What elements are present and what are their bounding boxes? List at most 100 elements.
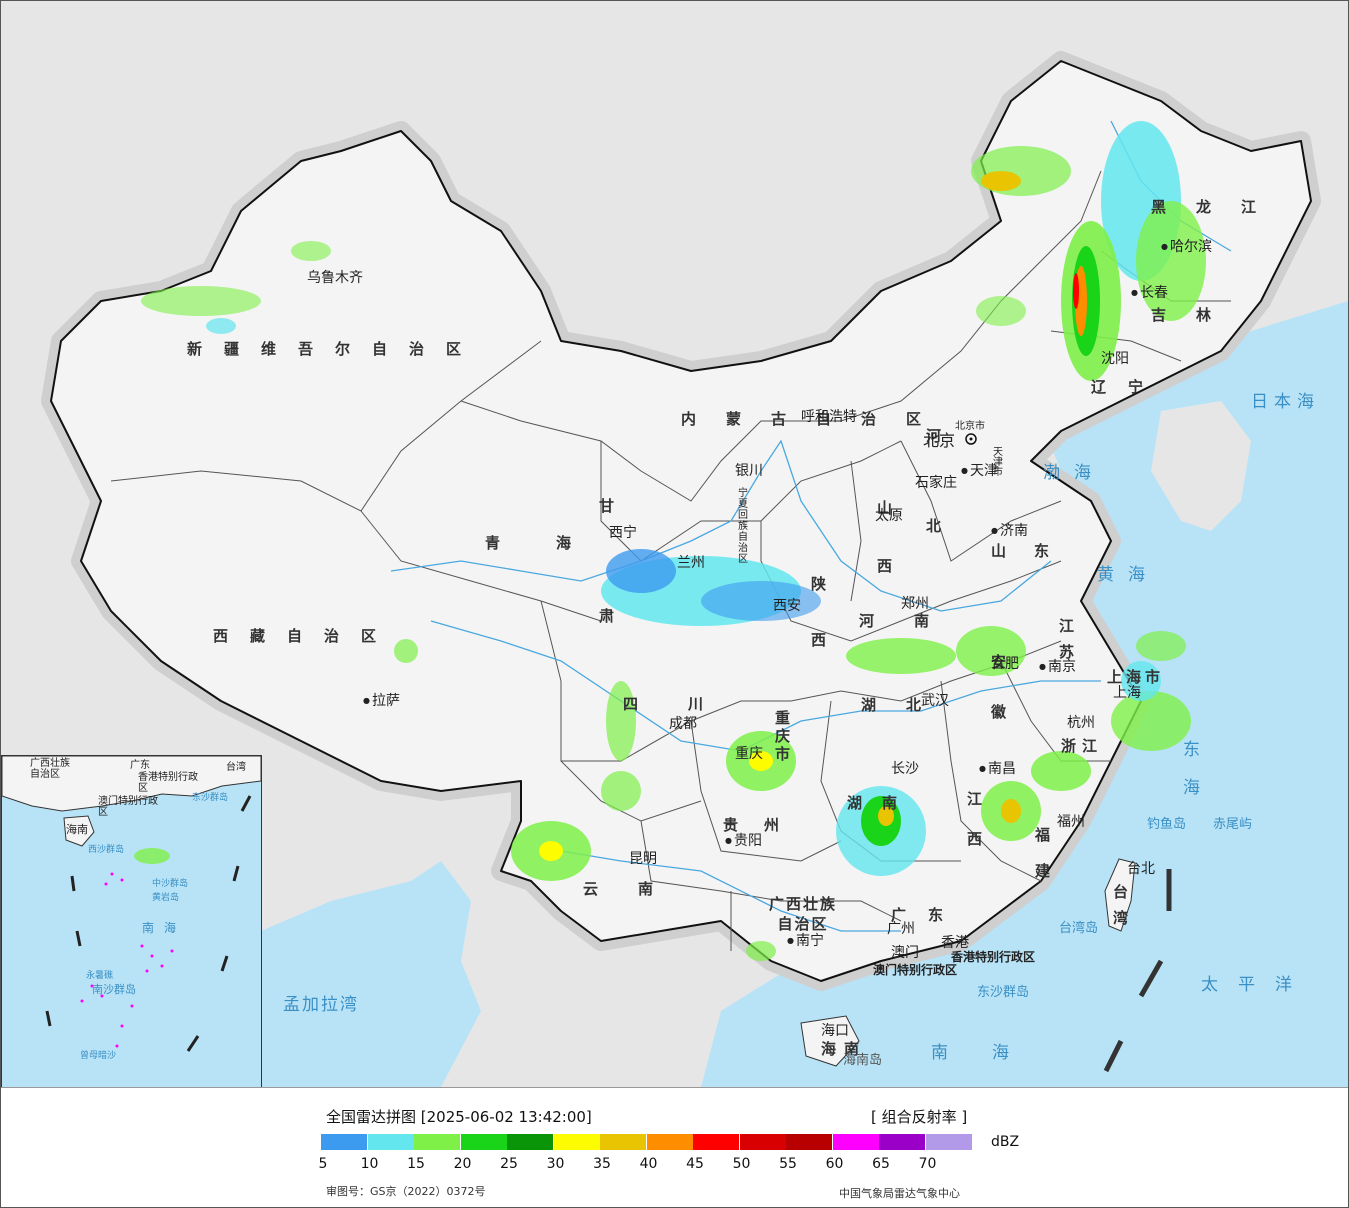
legend-panel: 全国雷达拼图 [2025-06-02 13:42:00] [ 组合反射率 ] d…: [1, 1087, 1348, 1207]
region-label-macau: 澳门特别行政区: [873, 963, 958, 977]
legend-tick-35: 35: [593, 1156, 611, 1172]
region-label-zhejiang: 浙江: [1061, 737, 1104, 755]
legend-color-10: [786, 1134, 832, 1150]
legend-color-5: [553, 1134, 600, 1150]
region-label-shandong: 山东: [991, 542, 1078, 560]
inset-canvas: [2, 756, 261, 1052]
region-label-hunan: 湖南: [847, 794, 918, 812]
sea-label-ribenhai: 日本海: [1251, 392, 1320, 412]
legend-tick-50: 50: [732, 1156, 751, 1172]
city-label-yinchuan: 银川: [735, 463, 763, 479]
taiwan-land: [1104, 858, 1136, 932]
inset-label-hainan: 海南: [66, 823, 88, 836]
region-label-guizhou: 贵州: [723, 816, 806, 834]
island-label-dongsha: 东沙群岛: [977, 985, 1030, 1000]
region-label-beijing: 北京市: [955, 421, 985, 432]
city-label-urumqi: 乌鲁木齐: [307, 270, 363, 286]
city-label-wuhan: 武汉: [921, 693, 949, 709]
legend-color-7: [646, 1134, 693, 1150]
china-radar-map: 新疆维吾尔自治区 西藏自治区 青海 甘肃 内蒙古自治区 黑龙江 吉林 辽宁 河北…: [1, 1, 1348, 1089]
region-label-jilin: 吉林: [1151, 306, 1242, 324]
city-label-guiyang: 贵阳: [725, 833, 762, 849]
review-number: 审图号：GS京（2022）0372号: [326, 1185, 486, 1198]
legend-tick-5: 5: [318, 1156, 328, 1172]
inset-label-guangxi: 广西壮族自治区: [30, 758, 70, 780]
city-label-lhasa: 拉萨: [363, 693, 400, 709]
legend-color-13: [925, 1134, 972, 1150]
region-label-shanghai: 上海市: [1107, 668, 1165, 686]
city-label-shanghai: 上海: [1113, 685, 1141, 701]
source-credit: 中国气象局雷达气象中心: [839, 1187, 960, 1200]
region-label-gansu: 甘肃: [599, 497, 615, 625]
region-label-shaanxi: 陕西: [811, 575, 827, 649]
region-label-fujian: 福建: [1035, 826, 1051, 880]
island-label-hainandao: 海南岛: [843, 1053, 883, 1068]
inset-label-nanhai: 南海: [142, 921, 187, 935]
legend-color-11: [832, 1134, 879, 1150]
city-label-changsha: 长沙: [891, 761, 919, 777]
region-label-anhui: 安徽: [991, 653, 1007, 721]
city-label-chengdu: 成都: [669, 716, 697, 732]
region-label-sichuan: 四川: [623, 695, 754, 713]
city-label-xian: 西安: [773, 598, 801, 614]
sea-label-taipingyang: 太平洋: [1201, 975, 1312, 995]
city-label-zhengzhou: 郑州: [901, 596, 929, 612]
inset-hainan: [63, 815, 95, 847]
region-label-jiangsu: 江苏: [1059, 617, 1075, 661]
city-label-aomen: 澳门: [891, 945, 919, 961]
legend-tick-10: 10: [360, 1156, 379, 1172]
inset-label-macau: 澳门特别行政区: [98, 796, 158, 818]
inset-label-huangyan: 黄岩岛: [152, 893, 180, 903]
island-label-diaoyudao: 钓鱼岛: [1147, 817, 1187, 832]
legend-color-3: [460, 1134, 507, 1150]
city-label-chongqing: 重庆: [735, 746, 763, 762]
legend-color-9: [739, 1134, 786, 1150]
region-label-xizang: 西藏自治区: [213, 627, 399, 645]
region-label-hainan: 海南: [821, 1040, 868, 1058]
city-label-harbin: 哈尔滨: [1161, 239, 1212, 255]
region-label-shanxi: 山西: [877, 499, 893, 575]
inset-label-dongsha: 东沙群岛: [192, 793, 229, 803]
city-label-jinan: 济南: [991, 523, 1028, 539]
region-label-ningxia: 宁夏回族自治区: [738, 488, 748, 565]
legend-tick-60: 60: [825, 1156, 844, 1172]
legend-unit: dBZ: [991, 1134, 1020, 1150]
sea-label-donghai: 东海: [1183, 740, 1200, 798]
city-label-beijing: 北京: [923, 431, 956, 450]
beijing-marker: [965, 433, 977, 445]
city-label-nanchang: 南昌: [979, 761, 1016, 777]
legend-tick-25: 25: [500, 1156, 518, 1172]
city-label-nanning: 南宁: [787, 933, 824, 949]
legend-tick-20: 20: [453, 1156, 472, 1172]
legend-tick-55: 55: [779, 1156, 797, 1172]
region-label-chongqing: 重庆市: [775, 709, 791, 763]
city-label-taiyuan: 太原: [875, 508, 903, 524]
city-label-changchun: 长春: [1131, 285, 1168, 301]
region-label-henan: 河南: [859, 612, 970, 630]
legend-tick-30: 30: [546, 1156, 565, 1172]
map-canvas: [41, 51, 1348, 1087]
inset-label-zhongsha: 中沙群岛: [152, 879, 189, 889]
beijing-marker-dot: [969, 437, 973, 441]
city-label-shenyang: 沈阳: [1101, 351, 1129, 367]
city-label-hohhot: 呼和浩特: [801, 409, 857, 425]
city-label-shijiazhuang: 石家庄: [915, 475, 957, 491]
inset-label-taiwan: 台湾: [226, 762, 246, 773]
legend-tick-15: 15: [407, 1156, 425, 1172]
region-label-hongkong: 香港特别行政区: [951, 950, 1036, 964]
inset-label-yongshu: 永暑礁: [86, 971, 114, 981]
region-label-jiangxi: 江西: [967, 790, 983, 848]
inset-mainland: [2, 756, 261, 812]
legend-tick-70: 70: [918, 1156, 937, 1172]
inset-label-xisha: 西沙群岛: [88, 845, 125, 855]
city-label-guangzhou: 广州: [887, 921, 915, 937]
legend-tick-40: 40: [639, 1156, 658, 1172]
inset-label-guangdong: 广东: [130, 760, 150, 771]
city-label-haikou: 海口: [821, 1023, 849, 1039]
legend-color-0: [321, 1134, 367, 1150]
region-label-qinghai: 青海: [485, 534, 628, 552]
city-label-kunming: 昆明: [629, 851, 657, 867]
region-label-guangdong: 广东: [891, 906, 966, 924]
city-label-xining: 西宁: [609, 525, 637, 541]
